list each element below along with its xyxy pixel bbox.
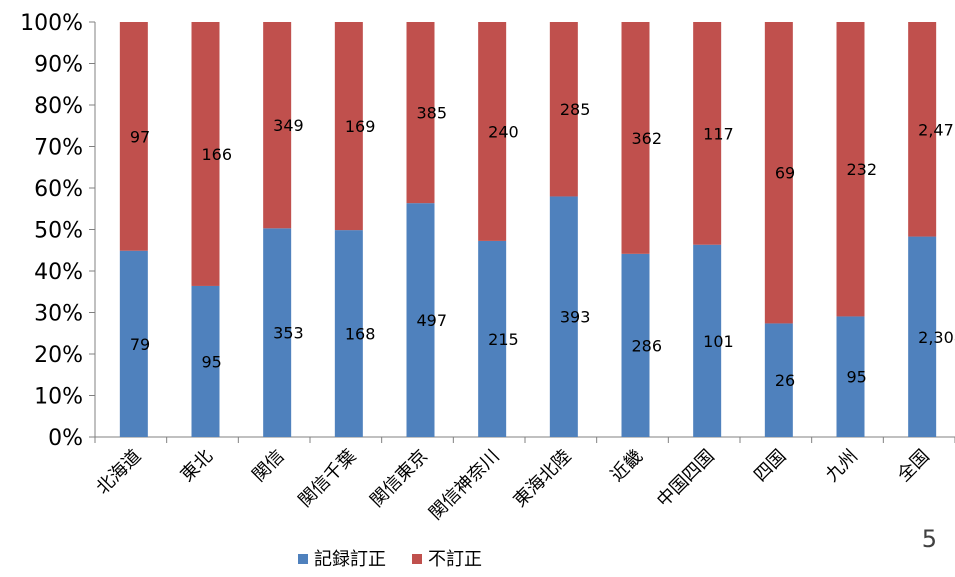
x-tick-label: 東北	[177, 446, 217, 486]
bar-segment-記録訂正	[406, 203, 435, 437]
data-label: 2,471	[918, 120, 955, 139]
y-tick-label: 60%	[34, 177, 83, 202]
y-tick-label: 70%	[34, 136, 83, 161]
data-label: 79	[130, 335, 150, 354]
data-label: 2,308	[918, 328, 955, 347]
data-label: 286	[632, 336, 663, 355]
data-label: 166	[202, 145, 233, 164]
bar-segment-記録訂正	[478, 240, 507, 437]
data-label: 168	[345, 325, 376, 344]
legend-label: 不訂正	[428, 549, 482, 570]
bars	[119, 22, 937, 437]
x-tick-label: 関信東京	[366, 446, 432, 512]
bar-segment-記録訂正	[621, 253, 650, 437]
bar-segment-記録訂正	[693, 244, 722, 437]
y-tick-label: 50%	[34, 219, 83, 244]
bar-segment-記録訂正	[764, 323, 793, 437]
data-label: 101	[703, 332, 734, 351]
x-tick-label: 九州	[822, 446, 862, 486]
bar-segment-不訂正	[693, 22, 722, 245]
bar-segment-記録訂正	[836, 316, 865, 437]
bar-segment-記録訂正	[119, 250, 148, 437]
x-tick-label: 関信神奈川	[425, 446, 503, 524]
page-number: 5	[921, 525, 937, 553]
data-label: 393	[560, 308, 591, 327]
legend-swatch	[412, 554, 422, 564]
data-label: 95	[202, 352, 222, 371]
y-axis: 0% 10% 20% 30% 40% 50% 60% 70% 80% 90% 100%	[20, 11, 96, 451]
data-label: 97	[130, 127, 150, 146]
bar-segment-不訂正	[478, 22, 507, 241]
data-label: 285	[560, 100, 591, 119]
legend-label: 記録訂正	[314, 549, 386, 570]
bar-segment-不訂正	[908, 22, 937, 237]
bar-segment-不訂正	[836, 22, 865, 317]
data-label: 353	[273, 324, 304, 343]
x-tick-label: 関信	[248, 446, 288, 486]
bar-segment-不訂正	[549, 22, 578, 197]
legend: 記録訂正 不訂正	[298, 549, 482, 570]
data-label: 385	[417, 104, 448, 123]
bar-segment-記録訂正	[191, 285, 220, 437]
data-label: 362	[632, 129, 663, 148]
x-tick-label: 北海道	[92, 446, 145, 499]
y-tick-label: 20%	[34, 343, 83, 368]
x-tick-label: 全国	[893, 446, 933, 486]
bar-segment-不訂正	[191, 22, 220, 286]
y-tick-label: 40%	[34, 260, 83, 285]
bar-segment-記録訂正	[334, 230, 363, 437]
bar-segment-不訂正	[334, 22, 363, 231]
x-tick-label: 東海北陸	[510, 446, 576, 512]
x-tick-label: 近畿	[607, 446, 647, 486]
data-label: 117	[703, 124, 734, 143]
bar-segment-記録訂正	[908, 236, 937, 437]
x-tick-label: 四国	[750, 446, 790, 486]
x-tick-label: 中国四国	[653, 446, 719, 512]
bar-segment-記録訂正	[549, 196, 578, 437]
bar-segment-不訂正	[621, 22, 650, 254]
y-tick-label: 30%	[34, 302, 83, 327]
data-label: 232	[847, 160, 878, 179]
data-label: 69	[775, 164, 795, 183]
y-tick-label: 0%	[48, 426, 83, 451]
y-tick-label: 10%	[34, 385, 83, 410]
data-label: 497	[417, 311, 448, 330]
data-label: 349	[273, 116, 304, 135]
data-label: 26	[775, 371, 795, 390]
bar-segment-記録訂正	[263, 228, 292, 437]
bar-segment-不訂正	[263, 22, 292, 229]
bar-segment-不訂正	[406, 22, 435, 204]
legend-swatch	[298, 554, 308, 564]
x-tick-label: 関信千葉	[295, 446, 361, 512]
data-label: 215	[488, 330, 519, 349]
y-tick-label: 90%	[34, 53, 83, 78]
data-label: 240	[488, 122, 519, 141]
data-labels: 79 97 95 166 353 349 168 169 497 385 215 240 393 285 2…	[130, 100, 955, 390]
data-label: 95	[847, 368, 867, 387]
data-label: 169	[345, 117, 376, 136]
bar-segment-不訂正	[764, 22, 793, 324]
bar-segment-不訂正	[119, 22, 148, 251]
y-tick-label: 100%	[20, 11, 83, 36]
y-tick-label: 80%	[34, 94, 83, 119]
